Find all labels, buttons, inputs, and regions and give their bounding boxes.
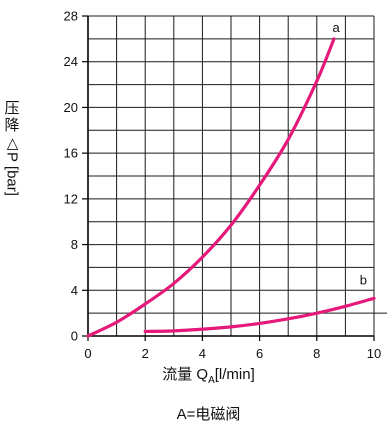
y-tick-label: 4	[71, 283, 78, 298]
x-axis-label: 流量 QA[l/min]	[0, 363, 387, 386]
series-label-a: a	[333, 20, 341, 35]
series-label-b: b	[360, 273, 367, 288]
y-tick-label: 0	[71, 329, 78, 344]
y-tick-label: 12	[64, 191, 78, 206]
x-tick-label: 8	[313, 346, 320, 361]
x-tick-label: 10	[367, 346, 381, 361]
series-line-a	[86, 37, 336, 338]
y-tick-label: 8	[71, 237, 78, 252]
y-axis-label-cjk: 压降	[4, 100, 20, 134]
x-tick-label: 0	[84, 346, 91, 361]
y-axis-label-symbol: △P [bar]	[3, 134, 21, 196]
x-axis-label-main: 流量 Q	[162, 366, 209, 383]
y-tick-label: 28	[64, 9, 78, 24]
y-tick-label: 20	[64, 100, 78, 115]
x-tick-label: 6	[256, 346, 263, 361]
series-line-b	[143, 296, 376, 334]
y-tick-label: 24	[64, 54, 78, 69]
x-axis-label-subscript: A	[208, 375, 215, 386]
y-tick-label: 16	[64, 146, 78, 161]
x-axis-label-unit: [l/min]	[214, 366, 255, 383]
x-tick-label: 2	[142, 346, 149, 361]
y-axis-label: 压降 △P [bar]	[0, 100, 24, 196]
chart-footnote: A=电磁阀	[176, 406, 241, 423]
x-tick-label: 4	[199, 346, 206, 361]
